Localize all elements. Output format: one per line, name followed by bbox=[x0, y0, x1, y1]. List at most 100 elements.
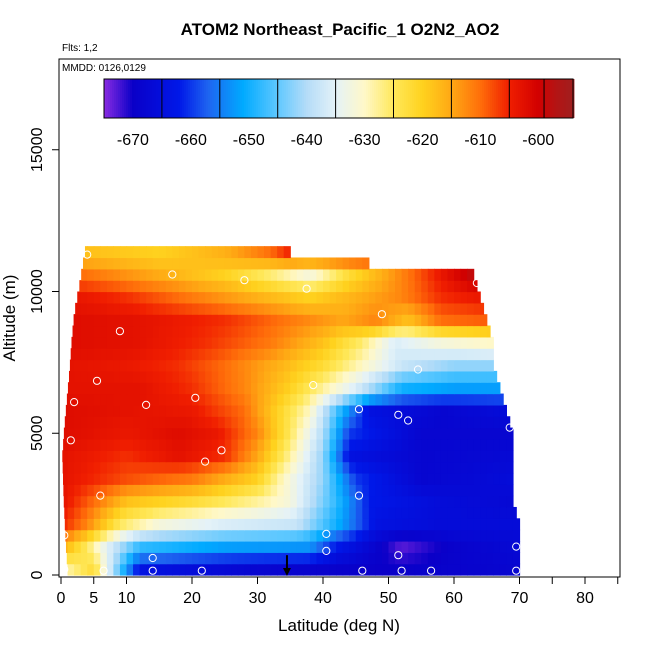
heat-cell bbox=[277, 314, 285, 327]
heat-cell bbox=[421, 416, 429, 429]
heat-cell bbox=[421, 540, 429, 553]
x-tick-label: 50 bbox=[380, 590, 398, 607]
heat-cell bbox=[63, 427, 69, 440]
heat-cell bbox=[119, 450, 128, 463]
heat-cell bbox=[414, 382, 422, 395]
heat-cell bbox=[414, 348, 422, 361]
heat-cell bbox=[224, 393, 232, 406]
heat-cell bbox=[296, 540, 304, 553]
heat-cell bbox=[146, 314, 154, 327]
colorbar-segment bbox=[350, 79, 353, 118]
colorbar-segment bbox=[384, 79, 387, 118]
colorbar-segment bbox=[196, 79, 199, 118]
heat-cell bbox=[237, 359, 245, 372]
heat-cell bbox=[152, 336, 160, 349]
heat-cell bbox=[388, 438, 396, 451]
heat-cell bbox=[244, 461, 252, 474]
heat-cell bbox=[434, 438, 442, 451]
heat-cell bbox=[316, 540, 324, 553]
heat-cell bbox=[64, 506, 69, 519]
heat-cell bbox=[159, 472, 167, 485]
heat-cell bbox=[316, 336, 324, 349]
colorbar-segment bbox=[206, 79, 209, 118]
sample-point bbox=[217, 446, 226, 455]
heat-cell bbox=[146, 495, 154, 508]
heat-cell bbox=[172, 438, 180, 451]
heat-cell bbox=[126, 404, 134, 417]
heat-cell bbox=[185, 257, 193, 270]
heat-cell bbox=[362, 348, 370, 361]
heat-cell bbox=[172, 314, 180, 327]
heat-cell bbox=[277, 336, 285, 349]
heat-cell bbox=[159, 314, 167, 327]
heat-cell bbox=[355, 552, 363, 565]
heat-cell bbox=[119, 393, 128, 406]
heat-cell bbox=[336, 495, 344, 508]
heat-cell bbox=[395, 438, 403, 451]
heat-cell bbox=[133, 268, 141, 281]
heat-cell bbox=[133, 416, 141, 429]
heat-cell bbox=[329, 563, 337, 576]
heat-cell bbox=[231, 393, 239, 406]
heat-cell bbox=[106, 450, 114, 463]
heat-cell bbox=[283, 495, 291, 508]
heat-cell bbox=[87, 246, 95, 259]
heat-cell bbox=[224, 495, 232, 508]
heat-cell bbox=[165, 495, 173, 508]
heat-cell bbox=[205, 495, 213, 508]
heat-cell bbox=[454, 416, 462, 429]
heat-cell bbox=[323, 472, 331, 485]
heat-cell bbox=[244, 472, 252, 485]
colorbar-segment bbox=[184, 79, 187, 118]
x-tick-label: 80 bbox=[576, 590, 594, 607]
heat-cell bbox=[93, 438, 101, 451]
heat-cell bbox=[192, 484, 200, 497]
heat-cell bbox=[381, 450, 390, 463]
heat-cell bbox=[244, 506, 252, 519]
heat-cell bbox=[303, 393, 311, 406]
heat-cell bbox=[231, 450, 239, 463]
heat-cell bbox=[113, 427, 121, 440]
heat-cell bbox=[467, 404, 475, 417]
heat-cell bbox=[473, 484, 481, 497]
heat-cell bbox=[192, 563, 200, 576]
colorbar-segment bbox=[268, 79, 271, 118]
colorbar: -670 -660 -650 -640 -630 -620 -610 -600 bbox=[103, 78, 575, 149]
heat-cell bbox=[480, 370, 488, 383]
heat-cell bbox=[159, 540, 167, 553]
sample-point bbox=[148, 553, 157, 563]
heat-cell bbox=[152, 404, 160, 417]
heat-cell bbox=[80, 563, 88, 576]
heat-cell bbox=[80, 461, 88, 474]
heat-cell bbox=[460, 280, 468, 293]
heat-cell bbox=[231, 438, 239, 451]
heat-cell bbox=[237, 506, 245, 519]
heat-cell bbox=[303, 325, 311, 338]
heat-cell bbox=[257, 314, 265, 327]
heat-cell bbox=[316, 461, 324, 474]
heat-cell bbox=[93, 359, 101, 372]
heat-cell bbox=[434, 325, 442, 338]
heat-cell bbox=[408, 461, 416, 474]
heat-cell bbox=[349, 325, 357, 338]
heat-cell bbox=[480, 552, 488, 565]
heat-cell bbox=[237, 461, 245, 474]
heat-cell bbox=[277, 325, 285, 338]
heat-cell bbox=[63, 484, 69, 497]
heat-cell bbox=[342, 416, 350, 429]
heat-cell bbox=[100, 438, 108, 451]
heat-cell bbox=[106, 257, 114, 270]
heat-cell bbox=[486, 552, 494, 565]
heat-cell bbox=[133, 325, 141, 338]
heat-cell bbox=[81, 268, 88, 281]
heat-cell bbox=[250, 280, 259, 293]
heat-cell bbox=[192, 506, 200, 519]
heat-cell bbox=[388, 348, 396, 361]
heat-cell bbox=[421, 280, 429, 293]
sample-point bbox=[168, 270, 177, 279]
heat-cell bbox=[309, 540, 318, 553]
heat-cell bbox=[87, 427, 95, 440]
colorbar-segment bbox=[366, 79, 369, 118]
heat-cell bbox=[133, 336, 141, 349]
heat-cell bbox=[87, 336, 95, 349]
